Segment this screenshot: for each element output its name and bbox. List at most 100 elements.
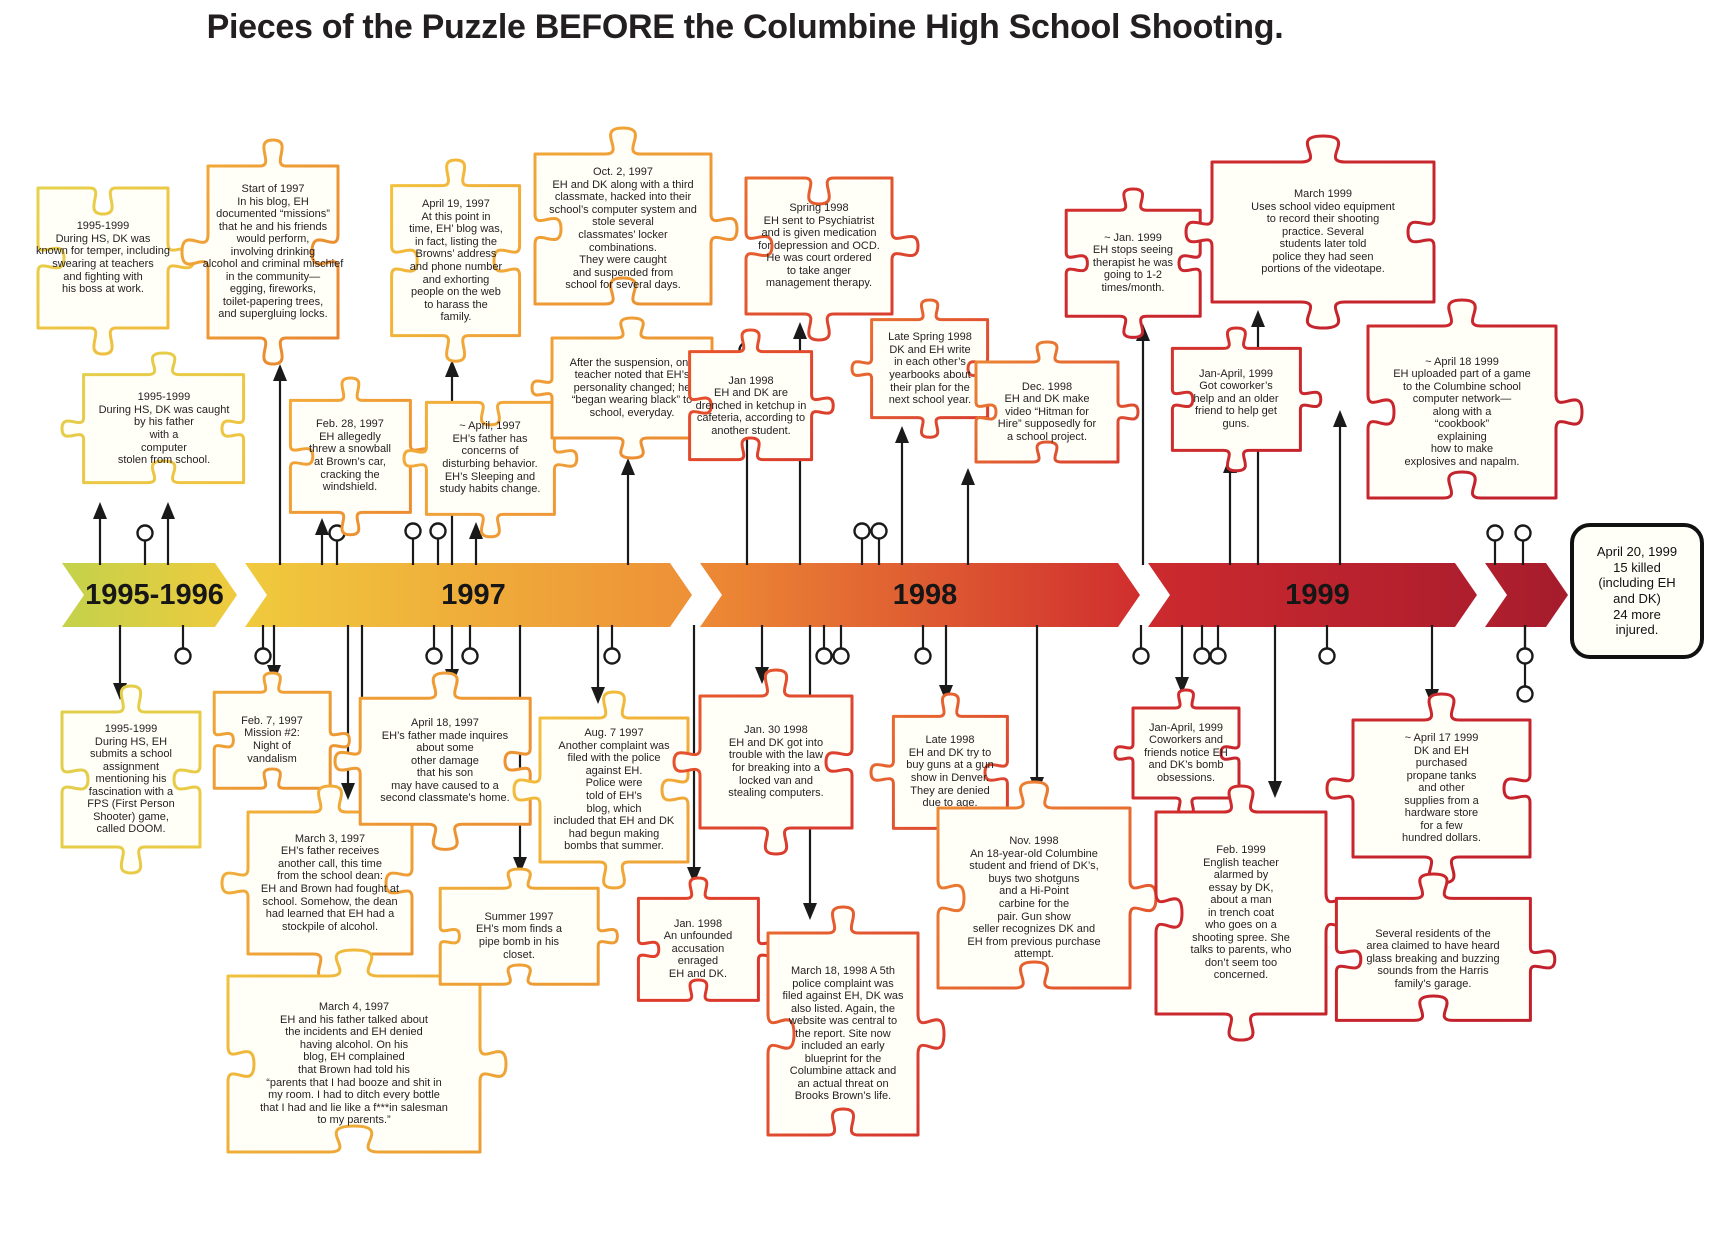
puzzle-piece: Late Spring 1998 DK and EH write in each… — [849, 297, 1010, 440]
puzzle-piece: 1995-1999 During HS, EH submits a school… — [33, 683, 229, 876]
puzzle-piece-outline — [220, 784, 414, 982]
event-pin-icon — [914, 647, 932, 665]
puzzle-piece: Several residents of the area claimed to… — [1309, 871, 1558, 1048]
page-title: Pieces of the Puzzle BEFORE the Columbin… — [206, 8, 1284, 46]
puzzle-piece-outline — [438, 867, 619, 986]
timeline-segment-1998: 1998 — [700, 563, 1140, 627]
end-box-text: April 20, 1999 15 killed (including EH a… — [1596, 544, 1678, 638]
puzzle-piece-outline — [402, 400, 578, 538]
puzzle-piece-outline — [1170, 326, 1322, 472]
puzzle-piece-text: Late Spring 1998 DK and EH write in each… — [888, 331, 972, 407]
puzzle-piece: ~ April 18 1999 EH uploaded part of a ga… — [1339, 297, 1585, 527]
puzzle-piece-outline — [1325, 692, 1532, 885]
puzzle-piece-outline — [1334, 872, 1556, 1022]
puzzle-piece-outline — [226, 948, 508, 1154]
puzzle-piece-text: Start of 1997 In his blog, EH documented… — [202, 183, 344, 321]
timeline-segment-final — [1485, 563, 1568, 627]
event-pin-icon — [832, 647, 850, 665]
puzzle-piece-text: Jan. 1998 An unfounded accusation enrage… — [663, 917, 733, 980]
puzzle-piece-text: Oct. 2, 1997 EH and DK along with a thir… — [549, 166, 697, 292]
puzzle-piece: Feb. 1999 English teacher alarmed by ess… — [1127, 783, 1355, 1043]
puzzle-piece: After the suspension, one teacher noted … — [529, 315, 735, 461]
event-pin-icon — [425, 647, 443, 665]
puzzle-piece: Jan. 30 1998 EH and DK got into trouble … — [671, 667, 881, 857]
puzzle-piece-text: Jan-April, 1999 Coworkers and friends no… — [1144, 721, 1228, 784]
timeline-segment-label: 1998 — [892, 578, 958, 611]
puzzle-piece-text: March 18, 1998 A 5th police complaint wa… — [782, 965, 904, 1103]
event-pin-icon — [815, 647, 833, 665]
puzzle-piece-outline — [533, 126, 739, 306]
puzzle-piece-text: After the suspension, one teacher noted … — [569, 356, 695, 419]
puzzle-piece-outline — [390, 158, 522, 364]
puzzle-piece-text: 1995-1999 During HS, DK was caught by hi… — [98, 391, 230, 467]
puzzle-piece-text: Nov. 1998 An 18-year-old Columbine stude… — [967, 835, 1101, 961]
puzzle-piece-text: Summer 1997 EH’s mom finds a pipe bomb i… — [475, 910, 562, 961]
timeline-segment-1997: 1997 — [245, 563, 692, 627]
event-pin-icon — [1209, 647, 1227, 665]
puzzle-piece-text: April 18, 1997 EH’s father made inquires… — [380, 717, 510, 805]
puzzle-piece-text: March 1999 Uses school video equipment t… — [1251, 188, 1395, 276]
event-pin-icon — [1318, 647, 1336, 665]
puzzle-piece-outline — [1064, 187, 1202, 339]
puzzle-piece: March 4, 1997 EH and his father talked a… — [199, 947, 509, 1181]
event-pin-icon — [1193, 647, 1211, 665]
puzzle-piece-outline — [1184, 134, 1436, 330]
puzzle-piece-outline — [936, 780, 1158, 990]
puzzle-piece: April 18, 1997 EH’s father made inquires… — [332, 670, 558, 852]
puzzle-piece-text: April 19, 1997 At this point in time, EH… — [409, 198, 503, 324]
puzzle-piece: ~ Jan. 1999 EH stops seeing therapist he… — [1042, 186, 1224, 340]
puzzle-piece: Feb. 28, 1997 EH allegedly threw a snowb… — [265, 375, 436, 538]
puzzle-piece: Jan. 1998 An unfounded accusation enrage… — [615, 875, 782, 1024]
puzzle-piece: March 18, 1998 A 5th police complaint wa… — [739, 904, 947, 1164]
event-pin-icon — [1486, 524, 1504, 542]
puzzle-piece: Oct. 2, 1997 EH and DK along with a thir… — [506, 125, 740, 333]
timeline-segment-1995-1996: 1995-1996 — [62, 563, 237, 627]
puzzle-piece-text: Several residents of the area claimed to… — [1366, 927, 1500, 990]
puzzle-piece-outline — [60, 351, 246, 485]
puzzle-piece-outline — [180, 138, 340, 366]
puzzle-piece: Nov. 1998 An 18-year-old Columbine stude… — [909, 779, 1159, 1017]
puzzle-piece-text: 1995-1999 During HS, EH submits a school… — [87, 723, 175, 836]
puzzle-piece-text: Jan. 30 1998 EH and DK got into trouble … — [728, 724, 824, 800]
puzzle-piece-outline — [512, 690, 690, 890]
event-pin-icon — [174, 647, 192, 665]
puzzle-piece-outline — [766, 905, 946, 1137]
puzzle-piece-text: ~ April, 1997 EH’s father has concerns o… — [439, 420, 541, 496]
event-pin-icon — [853, 522, 871, 540]
puzzle-piece: Jan-April, 1999 Got coworker’s help and … — [1149, 325, 1324, 474]
puzzle-piece-outline — [974, 340, 1140, 464]
puzzle-piece-text: ~ April 18 1999 EH uploaded part of a ga… — [1393, 355, 1531, 468]
puzzle-piece: Start of 1997 In his blog, EH documented… — [179, 137, 367, 367]
end-box: April 20, 1999 15 killed (including EH a… — [1570, 523, 1704, 659]
puzzle-piece: ~ April, 1997 EH’s father has concerns o… — [401, 377, 580, 540]
puzzle-piece-outline — [1154, 784, 1354, 1042]
puzzle-piece-text: Feb. 1999 English teacher alarmed by ess… — [1190, 844, 1292, 982]
event-pin-icon — [461, 647, 479, 665]
puzzle-piece-text: ~ April 17 1999 DK and EH purchased prop… — [1402, 732, 1481, 845]
puzzle-piece-text: Feb. 28, 1997 EH allegedly threw a snowb… — [309, 418, 391, 494]
event-pin-icon — [603, 647, 621, 665]
puzzle-piece-outline — [1366, 298, 1584, 500]
puzzle-piece-text: Dec. 1998 EH and DK make video “Hitman f… — [997, 380, 1097, 443]
puzzle-piece: April 19, 1997 At this point in time, EH… — [363, 157, 548, 364]
puzzle-piece-outline — [672, 668, 854, 856]
puzzle-piece: Dec. 1998 EH and DK make video “Hitman f… — [953, 339, 1141, 485]
puzzle-piece: Jan 1998 EH and DK are drenched in ketch… — [665, 327, 836, 484]
puzzle-piece: 1995-1999 During HS, DK was caught by hi… — [59, 350, 268, 507]
timeline-segment-label — [1485, 563, 1568, 627]
timeline-segment-1999: 1999 — [1148, 563, 1477, 627]
puzzle-piece: ~ April 17 1999 DK and EH purchased prop… — [1324, 691, 1559, 886]
puzzle-piece-text: Feb. 7, 1997 Mission #2: Night of vandal… — [241, 714, 303, 765]
event-pin-icon — [254, 647, 272, 665]
puzzle-piece: Spring 1998 EH sent to Psychiatrist and … — [717, 149, 921, 343]
event-pin-icon — [870, 522, 888, 540]
puzzle-piece-outline — [36, 186, 196, 356]
puzzle-piece-text: Jan-April, 1999 Got coworker’s help and … — [1193, 367, 1279, 430]
puzzle-piece-text: Aug. 7 1997 Another complaint was filed … — [553, 727, 675, 853]
timeline-segment-label: 1999 — [1285, 578, 1350, 611]
puzzle-piece-outline — [744, 176, 920, 342]
puzzle-piece: 1995-1999 During HS, DK was known for te… — [9, 159, 197, 357]
puzzle-piece-text: Jan 1998 EH and DK are drenched in ketch… — [695, 374, 807, 437]
puzzle-piece-text: Late 1998 EH and DK try to buy guns at a… — [906, 734, 994, 810]
